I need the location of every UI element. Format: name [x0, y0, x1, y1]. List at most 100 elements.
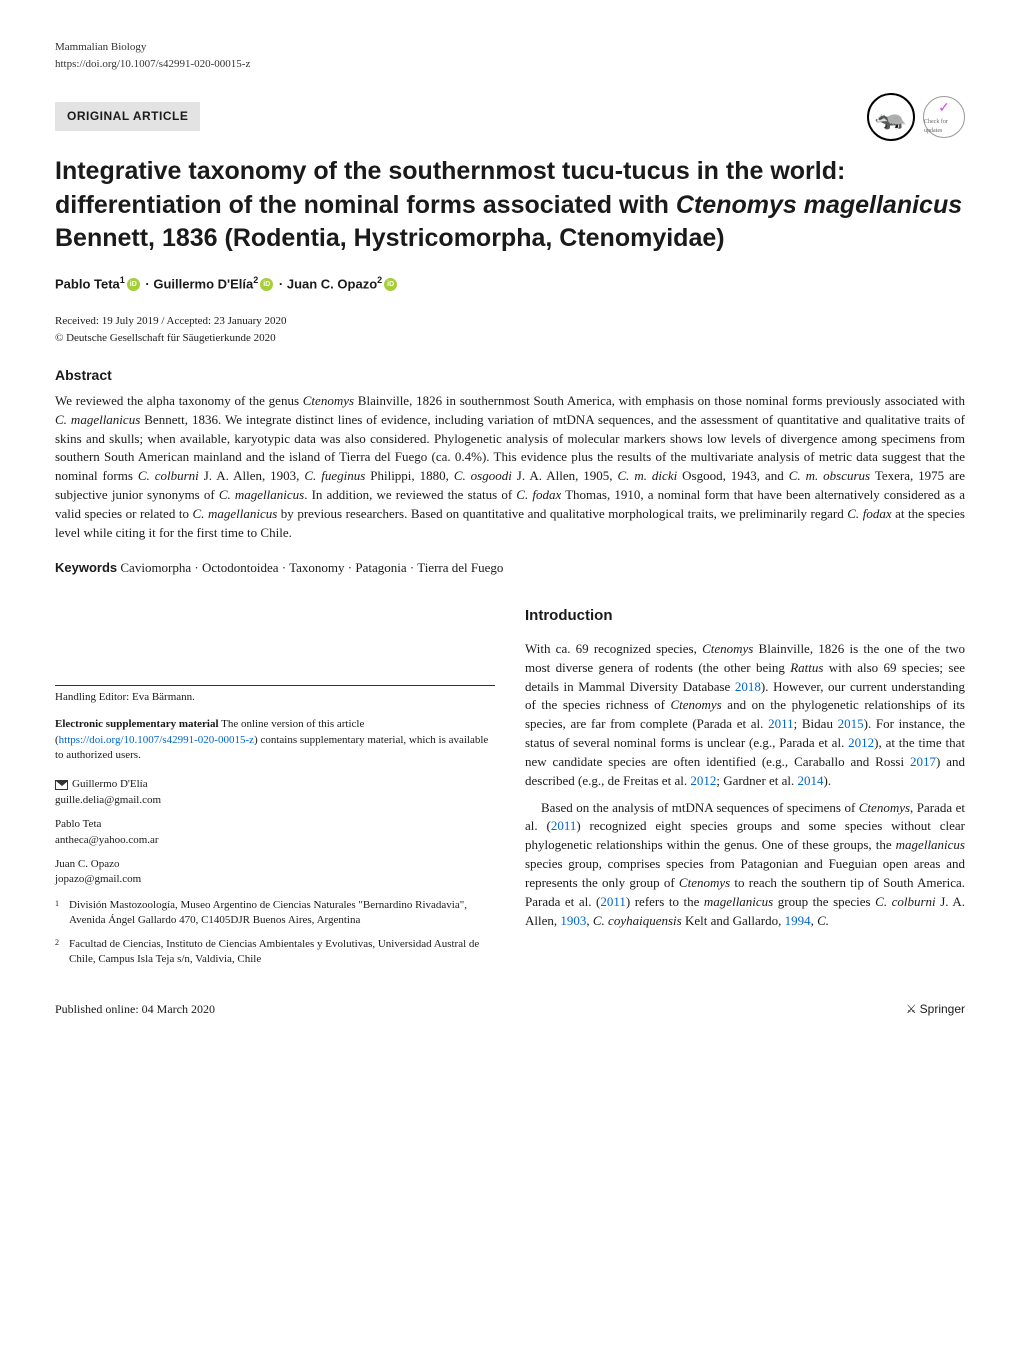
- intro-t: ; Bidau: [794, 716, 838, 731]
- aff-text: Facultad de Ciencias, Instituto de Cienc…: [69, 937, 495, 968]
- intro-i: Ctenomys: [702, 641, 753, 656]
- supplementary-box: Electronic supplementary material The on…: [55, 717, 495, 763]
- author-3-aff: 2: [377, 275, 382, 285]
- abs-t: We reviewed the alpha taxonomy of the ge…: [55, 393, 303, 408]
- orcid-icon[interactable]: [127, 278, 140, 291]
- supp-label: Electronic supplementary material: [55, 718, 219, 730]
- intro-t: Based on the analysis of mtDNA sequences…: [541, 800, 859, 815]
- intro-i: Ctenomys: [859, 800, 910, 815]
- abstract-text: We reviewed the alpha taxonomy of the ge…: [55, 392, 965, 543]
- auth-name: Juan C. Opazo: [55, 858, 119, 870]
- cite-link[interactable]: 1903: [560, 913, 586, 928]
- author-contacts: Guillermo D'Elía guille.delia@gmail.com …: [55, 777, 495, 887]
- right-column: Introduction With ca. 69 recognized spec…: [525, 605, 965, 975]
- footer: Published online: 04 March 2020 ⚔Springe…: [55, 1001, 965, 1018]
- abs-i: C. osgoodi: [454, 468, 512, 483]
- intro-t: ; Gardner et al.: [716, 773, 797, 788]
- article-title: Integrative taxonomy of the southernmost…: [55, 155, 965, 256]
- corresp-name: Guillermo D'Elía: [72, 778, 148, 790]
- author-2-aff: 2: [253, 275, 258, 285]
- abs-i: C. fodax: [516, 487, 561, 502]
- cite-link[interactable]: 2011: [768, 716, 794, 731]
- left-column: Handling Editor: Eva Bärmann. Electronic…: [55, 605, 495, 975]
- aff-number: 1: [55, 898, 63, 929]
- orcid-icon[interactable]: [260, 278, 273, 291]
- abs-t: Philippi, 1880,: [365, 468, 454, 483]
- title-text-2: Bennett, 1836 (Rodentia, Hystricomorpha,…: [55, 224, 725, 252]
- intro-t: Kelt and Gallardo,: [682, 913, 785, 928]
- abs-t: Osgood, 1943, and: [677, 468, 789, 483]
- abs-i: C. fodax: [847, 506, 891, 521]
- intro-i: C.: [817, 913, 829, 928]
- author-1: Pablo Teta: [55, 276, 120, 291]
- intro-t: ) refers to the: [626, 894, 704, 909]
- intro-i: C. coyhaiquensis: [593, 913, 682, 928]
- abs-i: C. magellanicus: [193, 506, 278, 521]
- abs-i: Ctenomys: [303, 393, 354, 408]
- published-date: Published online: 04 March 2020: [55, 1001, 215, 1018]
- intro-para-1: With ca. 69 recognized species, Ctenomys…: [525, 640, 965, 791]
- abs-t: . In addition, we reviewed the status of: [304, 487, 516, 502]
- auth-name: Pablo Teta: [55, 818, 101, 830]
- aff-number: 2: [55, 937, 63, 968]
- abs-i: C. colburni: [138, 468, 199, 483]
- cite-link[interactable]: 2018: [735, 679, 761, 694]
- author-3: Juan C. Opazo: [287, 276, 377, 291]
- abs-t: by previous researchers. Based on quanti…: [277, 506, 847, 521]
- intro-i: magellanicus: [896, 837, 965, 852]
- cite-link[interactable]: 2012: [848, 735, 874, 750]
- abs-i: C. m. dicki: [617, 468, 677, 483]
- header-icons: 🦡 ✓ Check for updates: [867, 93, 965, 141]
- cite-link[interactable]: 2017: [910, 754, 936, 769]
- intro-i: Rattus: [790, 660, 823, 675]
- abs-i: C. fueginus: [304, 468, 365, 483]
- journal-name: Mammalian Biology: [55, 40, 965, 55]
- auth-email: jopazo@gmail.com: [55, 873, 141, 885]
- article-type: ORIGINAL ARTICLE: [55, 102, 200, 131]
- cite-link[interactable]: 2011: [551, 818, 577, 833]
- affiliation-1: 1 División Mastozoología, Museo Argentin…: [55, 898, 495, 929]
- intro-para-2: Based on the analysis of mtDNA sequences…: [525, 799, 965, 931]
- check-updates-label: Check for updates: [924, 118, 964, 135]
- abs-t: J. A. Allen, 1903,: [199, 468, 305, 483]
- authors-line: Pablo Teta1 · Guillermo D'Elía2 · Juan C…: [55, 274, 965, 294]
- abs-i: C. magellanicus: [55, 412, 140, 427]
- check-updates-icon[interactable]: ✓ Check for updates: [923, 96, 965, 138]
- abs-i: C. magellanicus: [219, 487, 304, 502]
- intro-i: Ctenomys: [679, 875, 730, 890]
- springer-icon: ⚔: [906, 1001, 917, 1018]
- handling-editor: Handling Editor: Eva Bärmann.: [55, 685, 495, 705]
- intro-t: ).: [824, 773, 832, 788]
- header-row: ORIGINAL ARTICLE 🦡 ✓ Check for updates: [55, 93, 965, 141]
- keywords-label: Keywords: [55, 560, 117, 575]
- introduction-header: Introduction: [525, 605, 965, 626]
- auth-email: antheca@yahoo.com.ar: [55, 834, 159, 846]
- copyright-line: © Deutsche Gesellschaft für Säugetierkun…: [55, 331, 965, 346]
- intro-i: Ctenomys: [670, 697, 721, 712]
- envelope-icon: [55, 780, 68, 790]
- introduction-text: With ca. 69 recognized species, Ctenomys…: [525, 640, 965, 931]
- intro-t: group the species: [773, 894, 875, 909]
- intro-i: magellanicus: [704, 894, 773, 909]
- author-2: Guillermo D'Elía: [153, 276, 253, 291]
- orcid-icon[interactable]: [384, 278, 397, 291]
- abstract-header: Abstract: [55, 366, 965, 386]
- author-contact-block: Pablo Teta antheca@yahoo.com.ar: [55, 817, 495, 848]
- cite-link[interactable]: 2015: [838, 716, 864, 731]
- society-logo-icon: 🦡: [867, 93, 915, 141]
- cite-link[interactable]: 1994: [785, 913, 811, 928]
- intro-i: C. colburni: [875, 894, 936, 909]
- abs-i: C. m. obscurus: [789, 468, 870, 483]
- cite-link[interactable]: 2011: [600, 894, 626, 909]
- dates-line: Received: 19 July 2019 / Accepted: 23 Ja…: [55, 314, 965, 329]
- cite-link[interactable]: 2014: [798, 773, 824, 788]
- aff-text: División Mastozoología, Museo Argentino …: [69, 898, 495, 929]
- cite-link[interactable]: 2012: [690, 773, 716, 788]
- two-column-layout: Handling Editor: Eva Bärmann. Electronic…: [55, 605, 965, 975]
- doi: https://doi.org/10.1007/s42991-020-00015…: [55, 57, 965, 72]
- supp-doi-link[interactable]: https://doi.org/10.1007/s42991-020-00015…: [59, 734, 254, 746]
- title-species: Ctenomys magellanicus: [676, 191, 962, 219]
- abs-t: J. A. Allen, 1905,: [512, 468, 618, 483]
- affiliation-2: 2 Facultad de Ciencias, Instituto de Cie…: [55, 937, 495, 968]
- author-contact-block: Juan C. Opazo jopazo@gmail.com: [55, 857, 495, 888]
